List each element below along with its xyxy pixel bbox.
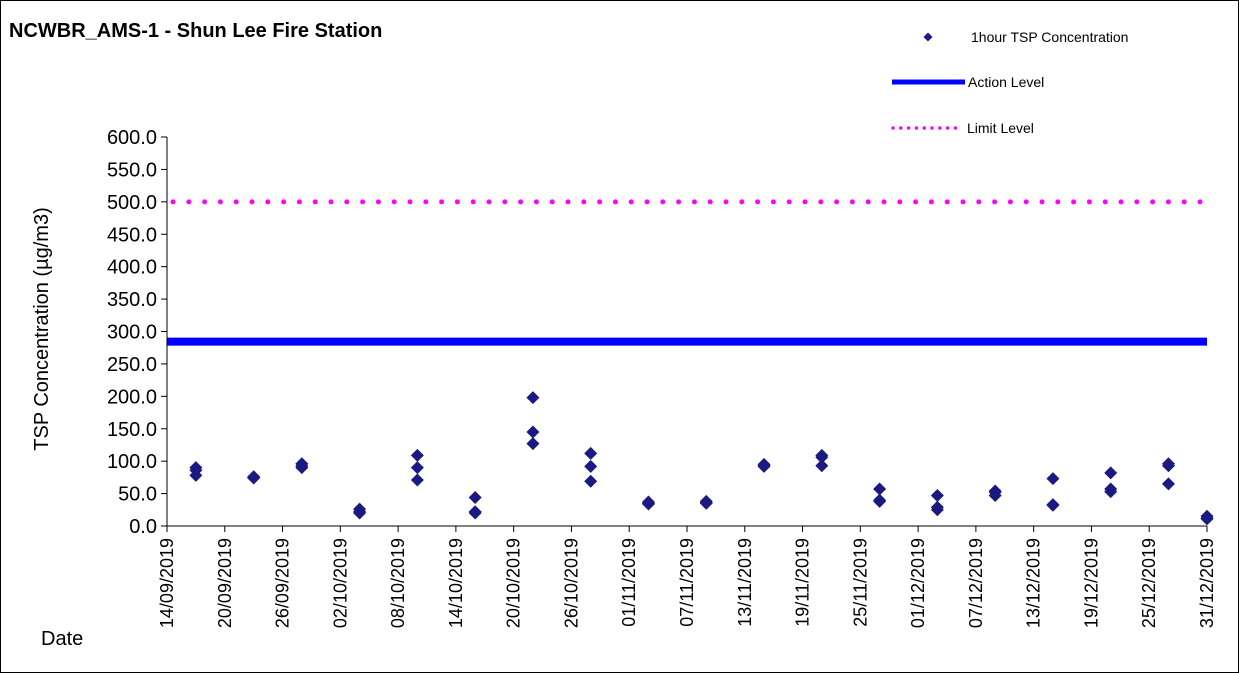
data-point xyxy=(1200,512,1214,526)
data-point xyxy=(873,494,887,508)
x-tick-label: 07/11/2019 xyxy=(677,538,697,627)
legend: 1hour TSP Concentration Action Level Limit… xyxy=(891,29,1128,136)
y-tick-label: 500.0 xyxy=(107,192,157,214)
x-tick-label: 08/10/2019 xyxy=(388,538,408,628)
data-point xyxy=(468,506,482,520)
x-tick-label: 20/09/2019 xyxy=(215,538,235,628)
data-point xyxy=(584,474,598,488)
data-point xyxy=(873,482,887,496)
y-tick-label: 550.0 xyxy=(107,159,157,181)
data-point xyxy=(1161,459,1175,473)
y-axis-label: TSP Concentration (µg/m3) xyxy=(31,207,53,450)
chart-title: NCWBR_AMS-1 - Shun Lee Fire Station xyxy=(9,20,382,42)
data-points xyxy=(189,391,1214,526)
y-tick-label: 200.0 xyxy=(107,386,157,408)
x-tick-label: 07/12/2019 xyxy=(966,538,986,628)
data-point xyxy=(526,425,540,439)
x-tick-label: 25/12/2019 xyxy=(1139,538,1159,628)
data-point xyxy=(584,446,598,460)
data-point xyxy=(757,459,771,473)
x-tick-label: 13/12/2019 xyxy=(1024,538,1044,628)
data-point xyxy=(584,459,598,473)
x-tick-label: 31/12/2019 xyxy=(1197,538,1217,628)
data-point xyxy=(526,437,540,451)
x-tick-label: 19/11/2019 xyxy=(793,538,813,627)
y-tick-label: 400.0 xyxy=(107,257,157,279)
data-point xyxy=(410,448,424,462)
data-point xyxy=(988,489,1002,503)
x-tick-label: 13/11/2019 xyxy=(735,538,755,627)
y-tick-label: 600.0 xyxy=(107,127,157,149)
y-tick-label: 50.0 xyxy=(118,484,157,506)
data-point xyxy=(930,503,944,517)
axes xyxy=(166,137,1207,527)
y-tick-label: 350.0 xyxy=(107,289,157,311)
x-tick-label: 01/11/2019 xyxy=(619,538,639,627)
data-point xyxy=(1104,485,1118,499)
x-tick-label: 26/09/2019 xyxy=(273,538,293,628)
data-point xyxy=(930,489,944,503)
data-point xyxy=(815,450,829,464)
data-point xyxy=(189,468,203,482)
legend-marker-tsp xyxy=(923,32,933,42)
data-point xyxy=(1046,472,1060,486)
y-tick-label: 250.0 xyxy=(107,354,157,376)
y-tick-label: 450.0 xyxy=(107,224,157,246)
x-tick-label: 02/10/2019 xyxy=(330,538,350,628)
data-point xyxy=(247,470,261,484)
data-point xyxy=(641,497,655,511)
y-tick-label: 150.0 xyxy=(107,419,157,441)
y-tick-label: 100.0 xyxy=(107,451,157,473)
data-point xyxy=(295,461,309,475)
data-point xyxy=(353,506,367,520)
x-tick-label: 19/12/2019 xyxy=(1081,538,1101,628)
x-axis-label: Date xyxy=(41,628,83,650)
data-point xyxy=(468,490,482,504)
data-point xyxy=(1046,498,1060,512)
x-tick-label: 25/11/2019 xyxy=(850,538,870,627)
x-tick-label: 26/10/2019 xyxy=(561,538,581,628)
legend-label-tsp: 1hour TSP Concentration xyxy=(971,29,1128,45)
legend-label-action: Action Level xyxy=(968,74,1044,90)
level-lines xyxy=(167,199,1210,346)
x-tick-label: 20/10/2019 xyxy=(504,538,524,628)
x-tick-label: 14/10/2019 xyxy=(446,538,466,628)
data-point xyxy=(1161,477,1175,491)
data-point xyxy=(410,473,424,487)
ticks: 0.0 50.0 100.0 150.0 200.0 250.0 300.0 350.0 400… xyxy=(107,127,1217,628)
data-point xyxy=(699,496,713,510)
y-tick-label: 0.0 xyxy=(129,516,157,538)
y-tick-label: 300.0 xyxy=(107,322,157,344)
data-point xyxy=(815,459,829,473)
x-tick-label: 14/09/2019 xyxy=(157,538,177,628)
x-tick-label: 01/12/2019 xyxy=(908,538,928,628)
data-point xyxy=(410,461,424,475)
legend-label-limit: Limit Level xyxy=(967,120,1034,136)
data-point xyxy=(526,391,540,405)
data-point xyxy=(1104,466,1118,480)
